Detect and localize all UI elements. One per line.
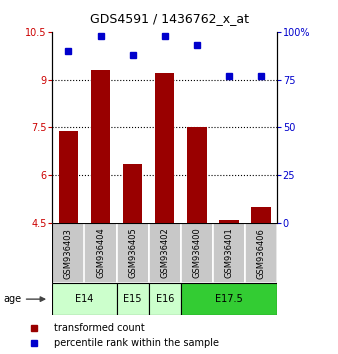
Bar <box>155 73 174 223</box>
Bar <box>117 283 149 315</box>
Bar <box>91 70 110 223</box>
Text: age: age <box>3 294 22 304</box>
Text: E14: E14 <box>75 294 94 304</box>
Text: GSM936403: GSM936403 <box>64 228 73 279</box>
Bar <box>213 223 245 283</box>
Bar <box>59 131 78 223</box>
Text: GSM936402: GSM936402 <box>160 228 169 279</box>
Text: E16: E16 <box>155 294 174 304</box>
Bar <box>52 283 117 315</box>
Bar <box>219 220 239 223</box>
Text: GSM936400: GSM936400 <box>192 228 201 279</box>
Bar <box>149 283 181 315</box>
Text: E17.5: E17.5 <box>215 294 243 304</box>
Bar <box>123 164 142 223</box>
Bar <box>251 207 271 223</box>
Bar <box>181 223 213 283</box>
Text: GSM936401: GSM936401 <box>224 228 234 279</box>
Text: GSM936406: GSM936406 <box>257 228 266 279</box>
Text: GSM936405: GSM936405 <box>128 228 137 279</box>
Bar <box>52 223 84 283</box>
Text: percentile rank within the sample: percentile rank within the sample <box>54 338 219 348</box>
Bar <box>187 127 207 223</box>
Text: E15: E15 <box>123 294 142 304</box>
Bar <box>245 223 277 283</box>
Bar <box>149 223 181 283</box>
Text: GSM936404: GSM936404 <box>96 228 105 279</box>
Bar <box>117 223 149 283</box>
Bar <box>181 283 277 315</box>
Bar <box>84 223 117 283</box>
Text: GDS4591 / 1436762_x_at: GDS4591 / 1436762_x_at <box>90 12 248 25</box>
Text: transformed count: transformed count <box>54 322 145 332</box>
